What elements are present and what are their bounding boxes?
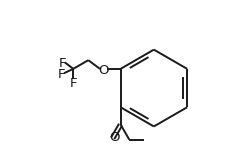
Text: F: F: [70, 77, 77, 90]
Text: O: O: [109, 131, 119, 144]
Text: F: F: [57, 68, 65, 81]
Text: O: O: [98, 64, 109, 77]
Text: F: F: [58, 57, 66, 70]
